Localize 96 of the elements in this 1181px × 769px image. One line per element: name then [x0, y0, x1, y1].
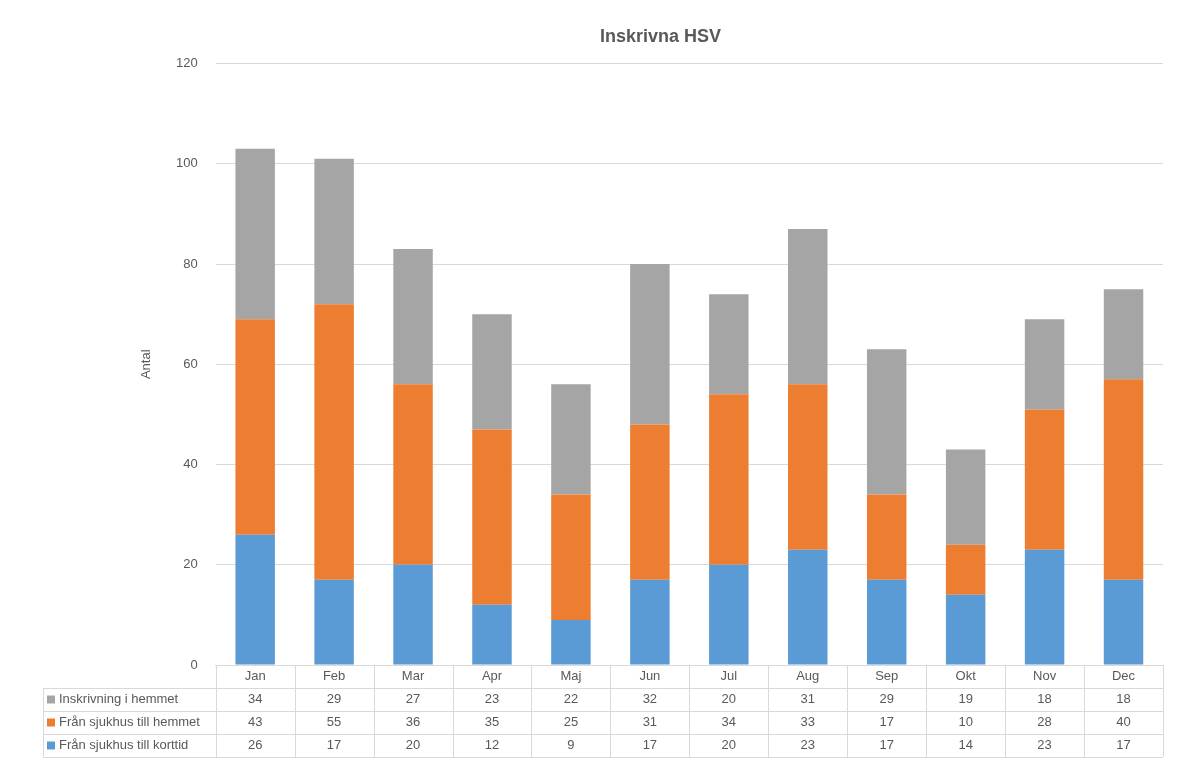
data-label: 35 — [484, 714, 500, 730]
data-label: 20 — [721, 737, 737, 753]
data-label: 29 — [326, 691, 342, 707]
data-label: 12 — [484, 737, 500, 753]
x-tick-label: Nov — [1033, 668, 1057, 684]
data-label: 20 — [405, 737, 421, 753]
bar — [472, 429, 512, 605]
data-label: 29 — [879, 691, 894, 707]
data-label: 17 — [642, 737, 658, 753]
data-label: 17 — [326, 737, 342, 753]
bar — [235, 319, 275, 535]
x-tick-label: Jan — [244, 668, 266, 684]
bar — [1024, 409, 1065, 550]
data-label: 32 — [642, 691, 658, 707]
bar — [235, 534, 275, 665]
data-label: 23 — [1037, 737, 1052, 753]
bar — [709, 564, 749, 665]
bar — [630, 579, 670, 665]
chart-title: Inskrivna HSV — [599, 25, 722, 46]
bar — [551, 619, 591, 665]
bar — [788, 228, 828, 385]
legend-label: Inskrivning i hemmet — [59, 691, 179, 707]
bar — [1024, 319, 1065, 410]
bar — [788, 549, 828, 665]
data-label: 10 — [958, 714, 973, 730]
bar — [472, 604, 512, 665]
y-tick-label: 60 — [183, 355, 198, 371]
data-label: 28 — [1037, 714, 1052, 730]
data-label: 23 — [800, 737, 815, 753]
bar — [1103, 379, 1144, 580]
bar — [788, 384, 828, 550]
y-tick-label: 40 — [183, 456, 198, 472]
data-label: 25 — [563, 714, 579, 730]
data-label: 34 — [721, 714, 737, 730]
data-label: 55 — [326, 714, 342, 730]
x-tick-label: Feb — [322, 668, 346, 684]
bar — [314, 579, 354, 665]
bar — [945, 449, 986, 545]
bar — [393, 384, 433, 565]
bar — [866, 349, 907, 495]
legend-label: Från sjukhus till hemmet — [59, 714, 201, 730]
x-tick-label: Dec — [1111, 668, 1136, 684]
bar — [551, 384, 591, 495]
y-tick-label: 120 — [175, 55, 198, 71]
data-label: 18 — [1116, 691, 1131, 707]
data-label: 26 — [247, 737, 263, 753]
data-label: 34 — [247, 691, 263, 707]
data-label: 36 — [405, 714, 421, 730]
x-tick-label: Jul — [720, 668, 738, 684]
data-label: 14 — [958, 737, 973, 753]
bar — [314, 158, 354, 305]
bar — [314, 304, 354, 580]
x-tick-label: Jun — [639, 668, 661, 684]
data-label: 19 — [958, 691, 973, 707]
data-label: 9 — [567, 737, 575, 753]
bar — [630, 424, 670, 580]
x-tick-label: Sep — [875, 668, 899, 684]
bar — [866, 579, 907, 665]
bar — [866, 494, 907, 580]
data-label: 40 — [1116, 714, 1131, 730]
data-label: 33 — [800, 714, 815, 730]
x-tick-label: Mar — [401, 668, 425, 684]
y-tick-label: 20 — [183, 556, 198, 572]
bar — [630, 264, 670, 425]
y-axis-title: Antal — [137, 349, 153, 380]
bar — [551, 494, 591, 620]
bar — [1103, 579, 1144, 665]
data-label: 17 — [1116, 737, 1131, 753]
y-tick-label: 0 — [190, 656, 198, 672]
data-label: 17 — [879, 737, 894, 753]
data-label: 31 — [642, 714, 658, 730]
x-tick-label: Maj — [560, 668, 582, 684]
bar — [393, 564, 433, 665]
x-tick-label: Okt — [955, 668, 977, 684]
y-tick-label: 80 — [183, 255, 198, 271]
bar — [235, 148, 275, 320]
data-label: 43 — [247, 714, 263, 730]
data-label: 22 — [563, 691, 579, 707]
legend-label: Från sjukhus till korttid — [59, 737, 189, 753]
data-label: 17 — [879, 714, 894, 730]
data-label: 31 — [800, 691, 815, 707]
x-tick-label: Apr — [481, 668, 503, 684]
bar — [393, 249, 433, 385]
bar — [709, 294, 749, 395]
data-label: 18 — [1037, 691, 1052, 707]
bar — [1024, 549, 1065, 665]
bar — [945, 544, 986, 595]
y-tick-label: 100 — [175, 155, 198, 171]
bar — [1103, 289, 1144, 380]
bar — [945, 594, 986, 665]
bar — [709, 394, 749, 565]
data-label: 23 — [484, 691, 500, 707]
bar — [472, 314, 512, 430]
x-tick-label: Aug — [796, 668, 820, 684]
data-label: 27 — [405, 691, 421, 707]
data-label: 20 — [721, 691, 737, 707]
